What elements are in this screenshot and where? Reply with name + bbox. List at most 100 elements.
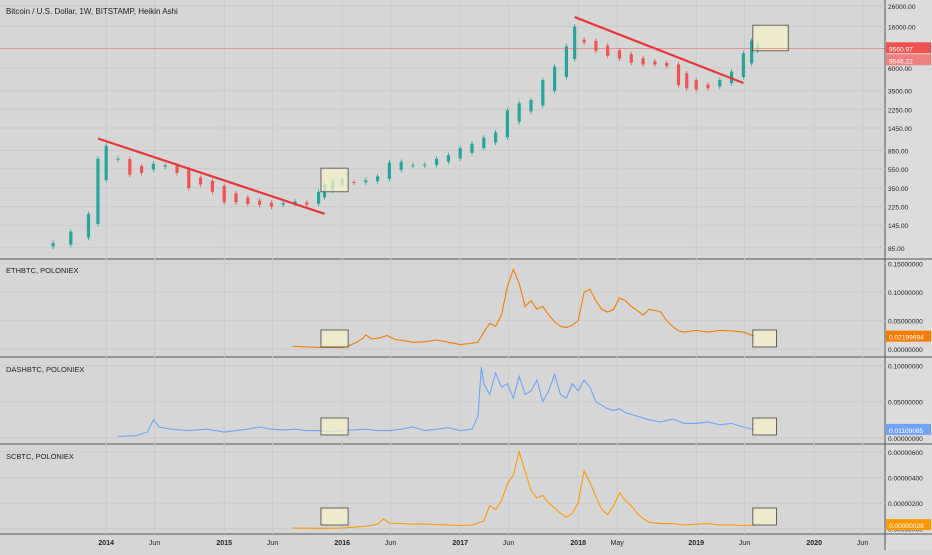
trendline <box>97 137 325 215</box>
candle-body <box>140 166 144 173</box>
candle-body <box>594 40 598 51</box>
highlight-box <box>320 507 349 526</box>
last-value-tag <box>886 519 931 531</box>
main-pane-title: Bitcoin / U.S. Dollar, 1W, BITSTAMP, Hei… <box>6 7 178 16</box>
candle-body <box>411 165 415 167</box>
pane-axis-label: 0.15000000 <box>888 262 923 269</box>
time-tick-label: Jun <box>385 540 396 547</box>
candle-body <box>116 158 120 160</box>
candle-body <box>258 200 262 205</box>
time-tick-label: Jun <box>503 540 514 547</box>
candle-body <box>629 54 633 63</box>
price-tag-value: 9546.22 <box>889 58 913 65</box>
pane-axis-label: 0.10000000 <box>888 364 923 371</box>
main-axis-label: 1450.00 <box>888 126 912 133</box>
series-line <box>292 267 756 348</box>
candle-body <box>741 53 745 78</box>
last-value-tag <box>886 423 931 435</box>
series-line <box>292 449 756 529</box>
candle-body <box>617 50 622 59</box>
price-scale-background <box>885 0 932 550</box>
highlight-box <box>752 417 777 436</box>
time-tick-label: 2015 <box>216 540 232 547</box>
candle-body <box>573 26 577 59</box>
candle-body <box>352 182 356 184</box>
price-tag <box>886 42 931 54</box>
pane-axis-label: 0.00000400 <box>888 475 923 482</box>
trendline <box>574 16 744 85</box>
main-axis-label: 350.00 <box>888 186 909 193</box>
candle-body <box>51 243 55 247</box>
candle-body <box>653 61 657 65</box>
candle-body <box>553 66 557 91</box>
candle-body <box>541 80 545 106</box>
highlight-box <box>752 329 777 348</box>
pane-axis-label: 0.00000600 <box>888 450 923 457</box>
candle-body <box>387 162 391 179</box>
candle-body <box>606 45 610 56</box>
time-axis: 2014 Jun 2015 Jun 2016 Jun 2017 Jun 2018 May 2019 J… <box>98 540 868 547</box>
candle-body <box>470 143 474 153</box>
time-tick-label: 2018 <box>570 540 586 547</box>
pane-axis-label: 0.00000000 <box>888 527 923 534</box>
candle-body <box>423 164 427 166</box>
last-value-tag <box>886 330 931 342</box>
pane-axis-label: 0.05000000 <box>888 400 923 407</box>
candle-body <box>187 169 191 189</box>
candle-body <box>305 202 309 205</box>
scbtc-pane[interactable] <box>292 449 777 529</box>
time-tick-label: Jun <box>267 540 278 547</box>
candle-body <box>685 73 689 89</box>
last-value-label: 0.00000028 <box>889 523 924 530</box>
candle-body <box>694 80 698 90</box>
time-tick-label: 2014 <box>98 540 114 547</box>
price-tag-value: 9560.97 <box>889 46 913 53</box>
time-tick-label: 2017 <box>452 540 468 547</box>
candle-body <box>293 201 297 204</box>
time-tick-label: 2016 <box>334 540 350 547</box>
pane-axis-label: 0.00000000 <box>888 347 923 354</box>
series-line <box>117 367 756 437</box>
candle-body <box>399 161 403 170</box>
bitcoin-price-pane[interactable] <box>0 16 885 250</box>
time-tick-label: 2020 <box>806 540 822 547</box>
candle-body <box>222 186 226 203</box>
candle-body <box>706 84 710 89</box>
highlight-box <box>320 329 349 348</box>
candle-body <box>435 158 439 165</box>
candle-body <box>234 193 238 203</box>
pane-axis-label: 0.10000000 <box>888 290 923 297</box>
ethbtc-pane[interactable] <box>292 267 777 348</box>
main-axis-label: 225.00 <box>888 205 909 212</box>
candle-body <box>641 58 645 65</box>
candle-body <box>317 191 321 204</box>
dashbtc-pane-title: DASHBTC, POLONIEX <box>6 365 84 374</box>
main-axis-label: 26000.00 <box>888 4 916 11</box>
main-axis-label: 6000.00 <box>888 66 912 73</box>
candle-body <box>175 165 179 173</box>
time-tick-label: Jun <box>857 540 868 547</box>
candle-body <box>69 231 73 245</box>
dashbtc-pane[interactable] <box>117 367 777 437</box>
candle-body <box>665 62 669 66</box>
candle-body <box>458 148 462 159</box>
main-axis-label: 145.00 <box>888 223 909 230</box>
time-tick-label: May <box>611 540 625 547</box>
candle-body <box>517 103 521 122</box>
highlight-box <box>752 507 777 526</box>
candle-body <box>529 100 533 112</box>
candle-body <box>86 213 91 238</box>
last-value-label: 0.02199694 <box>889 335 924 342</box>
scbtc-pane-title: SCBTC, POLONIEX <box>6 452 74 461</box>
candle-body <box>582 39 586 43</box>
candle-body <box>210 180 214 192</box>
candle-body <box>446 155 450 162</box>
candle-body <box>564 46 568 78</box>
main-axis-label: 850.00 <box>888 149 909 156</box>
main-axis-label: 550.00 <box>888 167 909 174</box>
main-axis-label: 85.00 <box>888 246 905 253</box>
highlight-box <box>320 417 349 436</box>
pane-axis-label: 0.00000200 <box>888 501 923 508</box>
